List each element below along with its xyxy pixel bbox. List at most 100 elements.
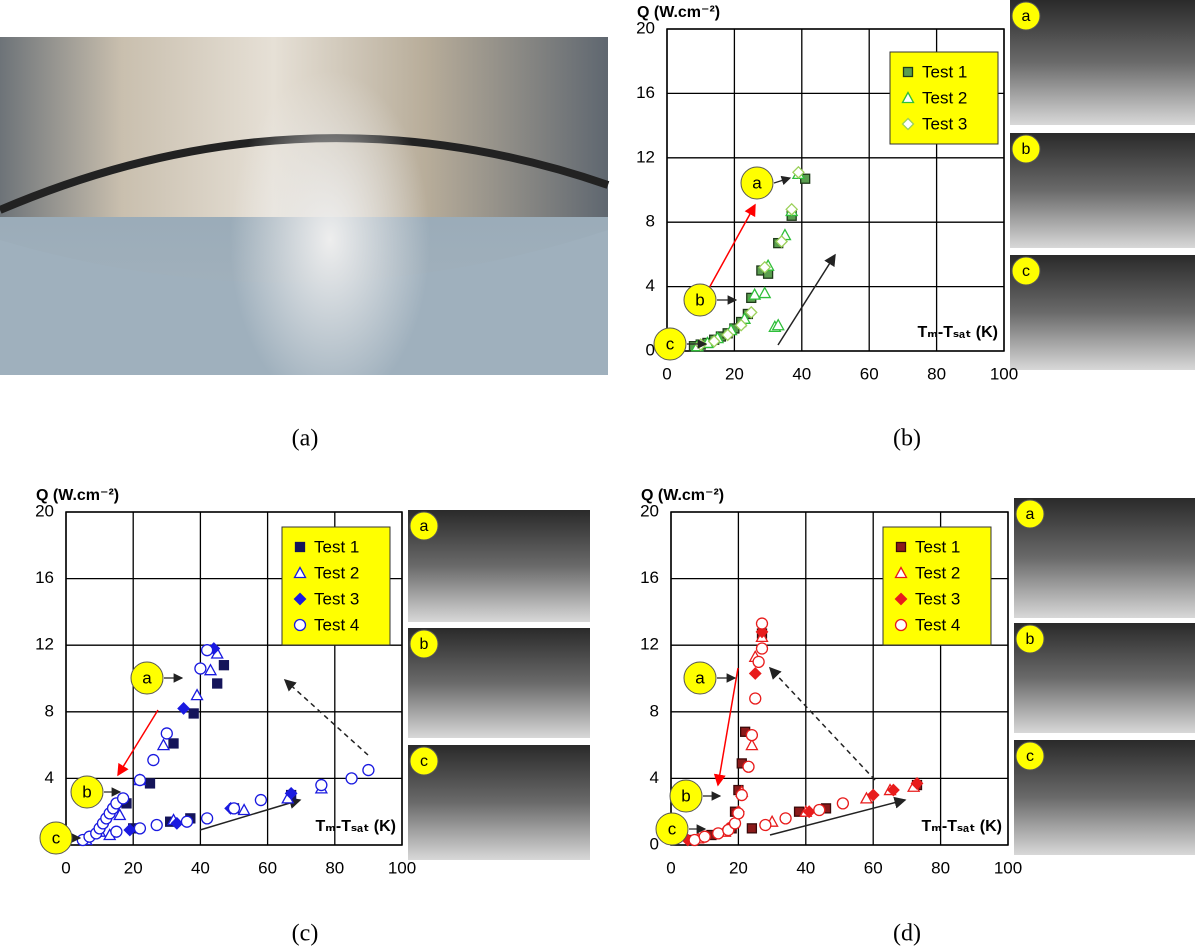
x-tick-label: 100 bbox=[388, 858, 416, 877]
point bbox=[150, 818, 163, 832]
annotation: c bbox=[668, 819, 677, 838]
annotation: a bbox=[695, 668, 705, 687]
point bbox=[688, 833, 701, 847]
annotation-badge bbox=[669, 779, 703, 813]
legend-marker bbox=[293, 618, 307, 632]
point bbox=[742, 760, 755, 773]
point bbox=[746, 823, 758, 834]
point bbox=[755, 642, 769, 655]
x-tick-label: 60 bbox=[860, 364, 879, 383]
point bbox=[147, 753, 160, 767]
x-tick-label: 0 bbox=[662, 364, 671, 383]
photo-label: b bbox=[1026, 631, 1035, 648]
x-axis-label: Tₘ-Tₛₐₜ (K) bbox=[316, 818, 396, 835]
legend-label: Test 1 bbox=[314, 537, 359, 556]
point bbox=[745, 728, 759, 742]
photo bbox=[1010, 133, 1195, 248]
photo-label-badge bbox=[409, 511, 439, 541]
annotation-badge bbox=[655, 812, 689, 846]
point bbox=[802, 805, 816, 819]
point bbox=[144, 778, 156, 789]
x-axis-label: Tₘ-Tₛₐₜ (K) bbox=[918, 324, 998, 341]
point bbox=[755, 617, 769, 630]
photo bbox=[408, 628, 590, 738]
legend-marker bbox=[895, 541, 907, 553]
y-tick-label: 4 bbox=[45, 768, 54, 787]
photo-label: a bbox=[1022, 8, 1031, 25]
legend-label: Test 2 bbox=[915, 563, 960, 582]
x-tick-label: 20 bbox=[124, 858, 143, 877]
legend-label: Test 3 bbox=[922, 114, 967, 133]
point bbox=[735, 788, 748, 802]
arrow bbox=[117, 709, 159, 777]
point bbox=[218, 660, 230, 671]
legend-label: Test 3 bbox=[915, 589, 960, 608]
y-tick-label: 20 bbox=[640, 501, 659, 520]
x-tick-label: 40 bbox=[191, 858, 210, 877]
point bbox=[859, 791, 874, 804]
point bbox=[758, 286, 772, 299]
photo-label-badge bbox=[1015, 741, 1045, 771]
arrow bbox=[777, 253, 836, 346]
point bbox=[887, 783, 900, 797]
photo bbox=[1010, 0, 1195, 125]
arrow bbox=[768, 666, 876, 781]
annotation-badge bbox=[683, 283, 717, 317]
legend-marker bbox=[294, 541, 306, 553]
photo-a bbox=[0, 37, 610, 375]
caption: (c) bbox=[292, 921, 319, 947]
photo-label: b bbox=[1022, 141, 1031, 158]
point bbox=[200, 644, 214, 657]
point bbox=[116, 792, 130, 805]
legend-label: Test 4 bbox=[915, 615, 960, 634]
photo-label-badge bbox=[1011, 134, 1041, 164]
x-tick-label: 20 bbox=[729, 858, 748, 877]
point bbox=[721, 328, 735, 342]
legend-marker bbox=[293, 592, 307, 606]
arrow bbox=[283, 678, 369, 756]
x-tick-label: 80 bbox=[931, 858, 950, 877]
x-tick-label: 80 bbox=[325, 858, 344, 877]
legend-label: Test 2 bbox=[314, 563, 359, 582]
point bbox=[748, 667, 762, 680]
point bbox=[910, 776, 924, 790]
point bbox=[180, 815, 194, 828]
annotation-badge bbox=[740, 166, 774, 200]
legend-marker bbox=[894, 566, 908, 579]
point bbox=[227, 802, 241, 815]
x-tick-label: 0 bbox=[666, 858, 675, 877]
point bbox=[779, 812, 792, 825]
point bbox=[133, 773, 147, 787]
photo-label-badge bbox=[409, 746, 439, 776]
point bbox=[284, 786, 298, 800]
caption: (d) bbox=[893, 921, 921, 947]
y-tick-label: 12 bbox=[35, 635, 54, 654]
point bbox=[190, 688, 204, 701]
point bbox=[745, 738, 759, 751]
legend-label: Test 2 bbox=[922, 88, 967, 107]
photo bbox=[1014, 498, 1195, 618]
point bbox=[203, 663, 218, 676]
photo-label: a bbox=[420, 518, 429, 535]
y-tick-label: 8 bbox=[45, 701, 54, 720]
arrow bbox=[769, 796, 907, 836]
x-tick-label: 20 bbox=[725, 364, 744, 383]
photo-label-badge bbox=[1011, 256, 1041, 286]
point bbox=[194, 662, 207, 675]
x-tick-label: 60 bbox=[864, 858, 883, 877]
x-tick-label: 40 bbox=[796, 858, 815, 877]
y-tick-label: 0 bbox=[646, 340, 655, 359]
legend-marker bbox=[894, 618, 908, 632]
point bbox=[775, 235, 788, 248]
legend-marker bbox=[902, 66, 914, 78]
y-tick-label: 4 bbox=[650, 768, 659, 787]
point bbox=[123, 823, 137, 837]
photo-label: c bbox=[420, 753, 428, 770]
y-tick-label: 16 bbox=[640, 568, 659, 587]
point bbox=[759, 818, 772, 832]
point bbox=[771, 318, 785, 331]
point bbox=[188, 708, 199, 719]
point bbox=[866, 788, 880, 802]
